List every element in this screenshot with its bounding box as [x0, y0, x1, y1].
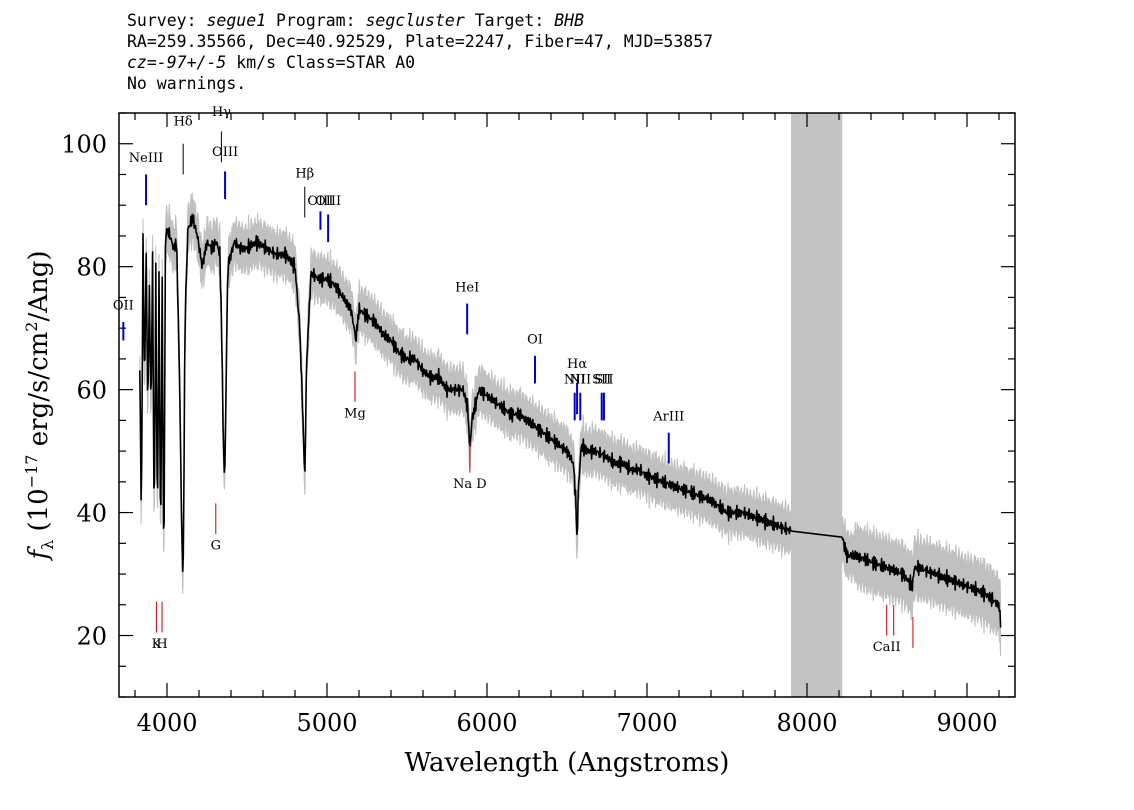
y-tick-label: 20: [76, 623, 107, 651]
x-tick-label: 9000: [936, 709, 997, 737]
line-label-nii-10: NII: [564, 372, 586, 387]
cz-label: cz: [127, 53, 147, 72]
header-line-3: cz=-97+/-5 km/s Class=STAR A0: [127, 52, 713, 73]
line-label-hei-8: HeI: [455, 280, 479, 295]
line-label-ariii-15: ArIII: [652, 409, 684, 424]
line-label-oiii-6: OIII: [307, 194, 333, 209]
program-label: Program:: [276, 11, 356, 30]
x-tick-label: 7000: [616, 709, 677, 737]
line-label-k-16: K: [152, 637, 162, 652]
masked-region-layer: [791, 113, 843, 697]
survey-label: Survey:: [127, 11, 197, 30]
spectrum-layer: [139, 213, 1002, 628]
y-tick-label: 40: [76, 500, 107, 528]
program-value: segcluster: [365, 11, 465, 30]
x-tick-label: 4000: [136, 709, 197, 737]
x-tick-label: 6000: [456, 709, 517, 737]
line-label-oiii-7: OIII: [315, 194, 341, 209]
spectrum-header: Survey: segue1 Program: segcluster Targe…: [127, 10, 713, 94]
line-label-oii-0: OII: [113, 299, 134, 314]
plot-frame: [118, 112, 1016, 698]
x-tick-label: 5000: [296, 709, 357, 737]
line-label-mg-19: Mg: [344, 406, 366, 421]
line-label-sii-13: SII: [592, 372, 611, 387]
header-line-4: No warnings.: [127, 74, 247, 93]
spectrum-line: [139, 213, 1002, 628]
target-label: Target:: [474, 11, 545, 30]
cz-value: =-97+/-5: [146, 53, 227, 72]
error-band: [139, 192, 1002, 657]
line-label-oiii-4: OIII: [212, 145, 238, 160]
line-label-hβ-5: Hβ: [295, 167, 314, 182]
y-tick-label: 60: [76, 377, 107, 405]
y-axis-label: fλ (10−17 erg/s/cm2/Ang): [22, 250, 57, 561]
line-label-sii-14: SII: [594, 372, 613, 387]
line-label-nii-12: NII: [569, 372, 591, 387]
y-tick-label: 100: [61, 131, 107, 159]
class-info: km/s Class=STAR A0: [226, 53, 416, 72]
line-label-hδ-2: Hδ: [174, 114, 193, 129]
line-label-neiii-1: NeIII: [129, 151, 163, 166]
target-value: BHB: [554, 11, 585, 30]
header-line-2: RA=259.35566, Dec=40.92529, Plate=2247, …: [127, 32, 714, 51]
line-label-h-17: H: [156, 637, 167, 652]
error-band-layer: [139, 192, 1002, 657]
line-label-na-d-20: Na D: [453, 477, 487, 492]
line-label-caii-21: CaII: [873, 640, 901, 655]
line-label-g-18: G: [211, 538, 221, 553]
header-line-1: Survey: segue1 Program: segcluster Targe…: [127, 10, 713, 31]
axis-ticks: 4000 5000 6000 7000 8000 9000 20 40 60 80 100: [61, 112, 1015, 737]
y-tick-label: 80: [76, 254, 107, 282]
line-label-hα-11: Hα: [567, 357, 587, 372]
x-axis-label: Wavelength (Angstroms): [405, 748, 730, 778]
masked-region: [791, 113, 843, 697]
x-tick-label: 8000: [776, 709, 837, 737]
survey-value: segue1: [206, 11, 267, 30]
line-label-oi-9: OI: [527, 333, 543, 348]
